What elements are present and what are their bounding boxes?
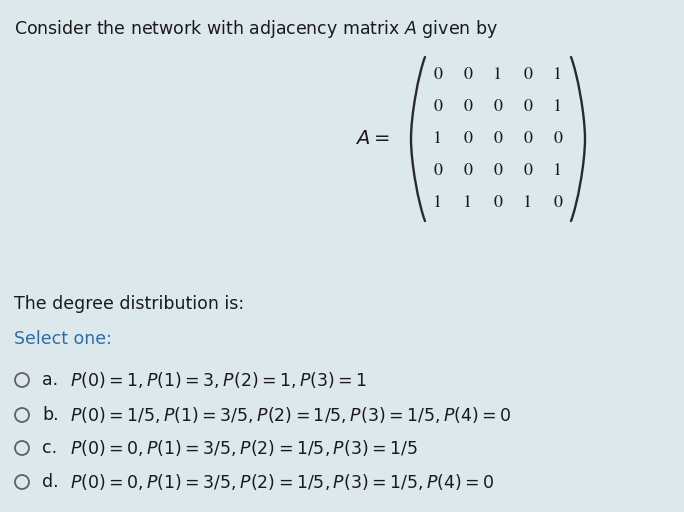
Text: $P(0) = 1/5, P(1) = 3/5, P(2) = 1/5, P(3) = 1/5, P(4) = 0$: $P(0) = 1/5, P(1) = 3/5, P(2) = 1/5, P(3…	[70, 405, 512, 425]
Text: a.: a.	[42, 371, 58, 389]
Text: Select one:: Select one:	[14, 330, 112, 348]
Text: c.: c.	[42, 439, 57, 457]
Text: d.: d.	[42, 473, 59, 491]
Text: $P(0) = 0, P(1) = 3/5, P(2) = 1/5, P(3) = 1/5$: $P(0) = 0, P(1) = 3/5, P(2) = 1/5, P(3) …	[70, 438, 418, 458]
Text: $P(0) = 0, P(1) = 3/5, P(2) = 1/5, P(3) = 1/5, P(4) = 0$: $P(0) = 0, P(1) = 3/5, P(2) = 1/5, P(3) …	[70, 472, 495, 492]
Text: 0: 0	[553, 195, 562, 211]
Text: 1: 1	[434, 131, 443, 147]
Text: 0: 0	[494, 99, 503, 115]
Text: 1: 1	[434, 195, 443, 211]
Text: 0: 0	[523, 99, 532, 115]
Text: 0: 0	[464, 163, 473, 179]
Text: $P(0) = 1, P(1) = 3, P(2) = 1, P(3) = 1$: $P(0) = 1, P(1) = 3, P(2) = 1, P(3) = 1$	[70, 370, 367, 390]
Text: 1: 1	[553, 163, 562, 179]
Text: 0: 0	[523, 67, 532, 83]
Text: 0: 0	[523, 163, 532, 179]
Text: b.: b.	[42, 406, 59, 424]
Text: 0: 0	[464, 99, 473, 115]
Text: 0: 0	[464, 131, 473, 147]
Text: 1: 1	[553, 99, 562, 115]
Text: 1: 1	[553, 67, 562, 83]
Text: $A=$: $A=$	[356, 130, 390, 148]
Text: 0: 0	[553, 131, 562, 147]
Text: 0: 0	[434, 99, 443, 115]
Text: 1: 1	[523, 195, 533, 211]
Text: 0: 0	[494, 195, 503, 211]
Text: 0: 0	[494, 131, 503, 147]
Text: 0: 0	[434, 67, 443, 83]
Text: 1: 1	[493, 67, 503, 83]
Text: Consider the network with adjacency matrix $\mathit{A}$ given by: Consider the network with adjacency matr…	[14, 18, 498, 40]
Text: The degree distribution is:: The degree distribution is:	[14, 295, 244, 313]
Text: 0: 0	[494, 163, 503, 179]
Text: 0: 0	[434, 163, 443, 179]
Text: 1: 1	[464, 195, 473, 211]
Text: 0: 0	[464, 67, 473, 83]
Text: 0: 0	[523, 131, 532, 147]
